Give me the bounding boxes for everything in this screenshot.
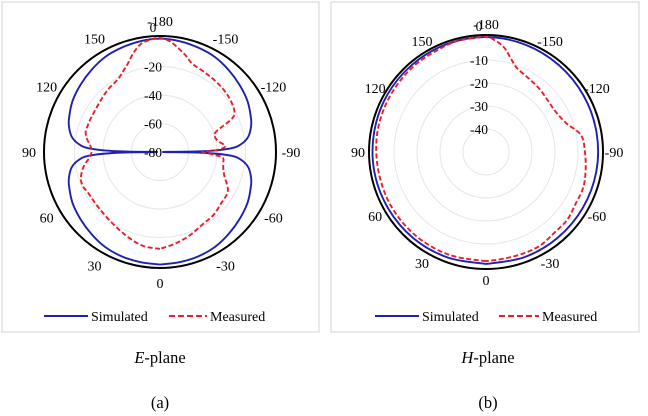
legend-label-simulated: Simulated [91, 310, 148, 325]
legend-label-measured: Measured [542, 310, 597, 325]
radial-tick-label: -10 [470, 53, 488, 68]
angle-tick-label: 30 [88, 259, 102, 274]
sublabel-a: (a) [151, 393, 169, 412]
caption-e-plane: E-plane [133, 348, 185, 367]
angle-tick-label: -150 [213, 33, 239, 48]
angle-tick-label: 150 [84, 33, 105, 48]
radial-tick-label: 0 [476, 19, 483, 34]
angle-tick-label: 30 [415, 257, 429, 272]
outer-circle [368, 34, 604, 270]
angle-tick-label: -180 [147, 15, 173, 30]
angle-tick-labels: -180 -150 -120 -90 -60 -30 0 30 60 90 120 150 [351, 18, 623, 289]
angle-tick-label: 60 [368, 210, 382, 225]
angle-tick-label: -90 [282, 146, 301, 161]
angle-tick-label: 90 [22, 146, 36, 161]
outer-circle [43, 35, 277, 269]
grid-ring [416, 82, 556, 222]
grid-ring [462, 128, 510, 176]
grid-ring [74, 66, 246, 238]
grid-ring [439, 105, 533, 199]
radial-tick-label: -20 [144, 60, 162, 75]
angle-tick-label: -30 [216, 259, 235, 274]
radial-tick-label: -40 [144, 88, 162, 103]
series-measured [79, 37, 236, 250]
angle-tick-labels: -180 -150 -120 -90 -60 -30 0 30 60 90 120 150 [22, 15, 300, 292]
angle-tick-label: -60 [264, 212, 283, 227]
radial-tick-labels: 0 -20 -40 -60 -80 [144, 20, 162, 160]
angle-tick-label: -150 [537, 35, 563, 50]
angle-tick-label: -30 [541, 257, 560, 272]
radial-tick-label: -40 [470, 122, 488, 137]
angle-tick-label: -120 [261, 81, 287, 96]
angle-tick-label: 90 [351, 146, 365, 161]
angle-tick-label: -60 [588, 210, 607, 225]
radial-tick-label: -30 [470, 99, 488, 114]
curves [371, 36, 600, 265]
radial-tick-label: 0 [150, 20, 157, 35]
radial-tick-label: -80 [144, 145, 162, 160]
caption-h-plane: H-plane [460, 348, 514, 367]
angle-tick-label: -90 [605, 146, 624, 161]
angle-tick-label: 120 [36, 81, 57, 96]
sublabel-b: (b) [478, 393, 497, 412]
radial-grid [74, 66, 246, 238]
angle-tick-label: -120 [584, 82, 610, 97]
angle-tick-label: 0 [157, 277, 164, 292]
series-measured [375, 36, 587, 263]
angle-tick-label: 60 [40, 212, 54, 227]
angle-tick-label: 150 [412, 35, 433, 50]
legend-label-simulated: Simulated [422, 310, 479, 325]
grid-ring [393, 59, 579, 245]
grid-ring [102, 94, 218, 210]
outline-circle [43, 35, 277, 269]
panel-border [330, 1, 640, 333]
radial-tick-label: -60 [144, 117, 162, 132]
radial-grid [393, 59, 579, 245]
curves [67, 37, 253, 266]
radial-tick-labels: 0 -10 -20 -30 -40 [470, 19, 488, 137]
angle-tick-label: 0 [483, 274, 490, 289]
legend: Simulated Measured [375, 310, 597, 325]
outline-circle [368, 34, 604, 270]
radial-tick-label: -20 [470, 76, 488, 91]
panel-border [1, 1, 320, 333]
angle-tick-label: -180 [473, 18, 499, 33]
legend: Simulated Measured [44, 310, 265, 325]
angle-tick-label: 120 [365, 82, 386, 97]
legend-label-measured: Measured [210, 310, 265, 325]
